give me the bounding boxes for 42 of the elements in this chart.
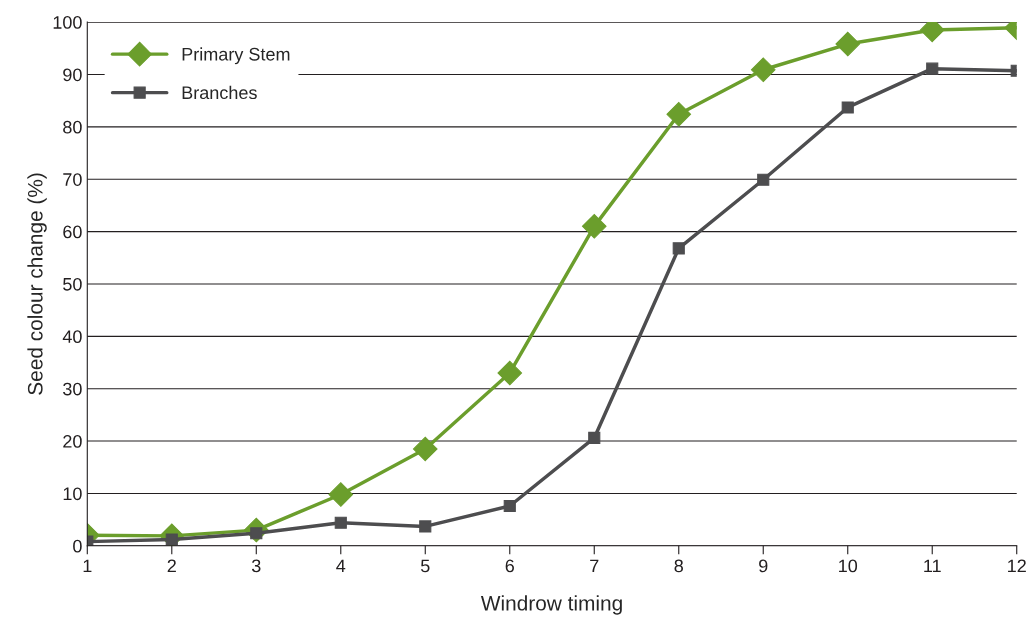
x-tick-label: 11 xyxy=(924,559,941,573)
x-tick-label: 2 xyxy=(167,559,176,573)
x-tick-label: 7 xyxy=(590,559,599,573)
point xyxy=(328,482,354,507)
x-tick-label: 10 xyxy=(839,559,858,573)
point xyxy=(666,101,692,127)
point xyxy=(503,499,516,513)
y-tick-label: 20 xyxy=(63,435,82,448)
point xyxy=(419,520,432,533)
y-tick-label: 50 xyxy=(63,277,82,291)
point xyxy=(581,214,607,239)
point xyxy=(588,431,601,444)
point xyxy=(497,360,523,386)
x-tick-label: 6 xyxy=(505,559,514,573)
x-tick-label: 3 xyxy=(251,559,261,573)
point xyxy=(334,516,347,529)
y-tick-label: 0 xyxy=(73,539,82,553)
point xyxy=(841,101,854,114)
y-tick-label: 30 xyxy=(63,382,82,396)
y-tick-label: 80 xyxy=(63,120,82,134)
point xyxy=(757,173,770,186)
x-tick-label: 4 xyxy=(336,559,346,573)
x-tick-label: 8 xyxy=(674,559,683,573)
y-tick-label: 70 xyxy=(63,173,82,186)
y-axis-title: Seed colour change (%) xyxy=(27,173,47,395)
y-tick-label: 60 xyxy=(63,225,82,239)
y-tick-label: 90 xyxy=(63,68,82,82)
point xyxy=(412,436,438,462)
x-axis-title: Windrow timing xyxy=(480,595,622,615)
x-tick-label: 5 xyxy=(420,559,430,573)
x-tick-label: 1 xyxy=(83,559,92,573)
legend-label: Branches xyxy=(182,85,257,100)
point xyxy=(835,31,861,57)
y-tick-label: 10 xyxy=(63,487,82,501)
legend-label: Primary Stem xyxy=(182,47,290,65)
point xyxy=(750,57,776,83)
x-tick-label: 12 xyxy=(1008,559,1026,573)
y-tick-label: 100 xyxy=(53,16,82,29)
y-tick-label: 40 xyxy=(62,330,82,344)
point xyxy=(926,62,939,75)
point xyxy=(672,242,685,255)
x-tick-label: 9 xyxy=(759,559,768,573)
